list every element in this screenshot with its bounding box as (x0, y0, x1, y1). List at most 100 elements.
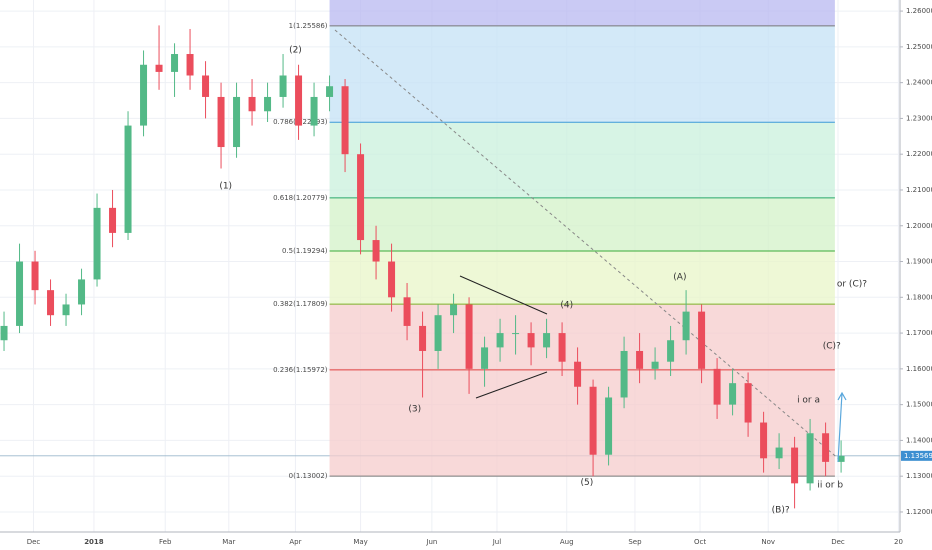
candle-body (140, 64, 148, 126)
candle-body (543, 333, 551, 348)
y-tick-label: 1.23000 (906, 114, 932, 122)
y-tick-label: 1.18000 (906, 293, 932, 301)
candle-body (667, 340, 675, 362)
y-tick-label: 1.24000 (906, 79, 932, 87)
last-price-tag (901, 450, 932, 461)
wave-label: (3) (408, 404, 421, 414)
y-tick-label: 1.16000 (906, 365, 932, 373)
candle-body (481, 347, 489, 369)
candle-body (202, 75, 210, 97)
wave-label: (5) (581, 478, 594, 488)
time-axis (0, 532, 932, 550)
candle-body (341, 86, 349, 155)
candle-body (620, 350, 628, 398)
x-tick-label: 2018 (84, 538, 104, 546)
projection-arrow (837, 391, 847, 463)
candle-body (47, 290, 55, 316)
candle-body (419, 325, 427, 351)
candle-body (791, 447, 799, 484)
y-tick-label: 1.22000 (906, 150, 932, 158)
fib-zone (329, 0, 835, 26)
fib-label: 0.5(1.19294) (282, 247, 328, 255)
candle-body (744, 383, 752, 423)
x-tick-label: Feb (159, 538, 172, 546)
candle-body (279, 75, 287, 97)
fib-label: 0.618(1.20779) (273, 194, 328, 202)
candle-body (109, 207, 117, 233)
y-tick-label: 1.26000 (906, 7, 932, 15)
fib-zone (329, 369, 835, 477)
candle-body (775, 447, 783, 459)
candle-body (295, 75, 303, 126)
x-tick-label: Jun (425, 538, 437, 546)
x-tick-label: May (353, 538, 367, 546)
candle-body (171, 54, 179, 72)
wave-label: (4) (560, 300, 573, 310)
candle-body (310, 96, 318, 126)
fib-label: 0.382(1.17809) (273, 300, 328, 308)
x-tick-label: Oct (694, 538, 706, 546)
wave-label: (1) (219, 182, 232, 192)
x-tick-label: Dec (27, 538, 41, 546)
x-tick-label: Mar (222, 538, 235, 546)
candle-body (93, 207, 101, 280)
x-tick-label: Apr (289, 538, 301, 546)
last-price-label: 1.13569 (904, 452, 932, 460)
x-tick-label: Jul (492, 538, 502, 546)
candle-body (31, 261, 39, 291)
fib-label: 0(1.13002) (289, 472, 328, 480)
candle-body (527, 333, 535, 348)
y-tick-label: 1.20000 (906, 222, 932, 230)
wave-label: or (C)? (837, 280, 867, 290)
candle-body (636, 350, 644, 369)
fib-layer: 1(1.25586)0.786(1.22893)0.618(1.20779)0.… (273, 0, 835, 480)
y-tick-label: 1.12000 (906, 508, 932, 516)
x-tick-label: 20 (894, 538, 903, 546)
candle-body (434, 315, 442, 351)
candle-body (605, 397, 613, 455)
candle-body (450, 304, 458, 316)
candle-body (806, 433, 814, 484)
fib-zone (329, 122, 835, 198)
wave-label: (B)? (772, 505, 790, 515)
y-tick-label: 1.14000 (906, 436, 932, 444)
candle-body (822, 433, 830, 462)
candle-body (264, 96, 272, 112)
wave-label: (2) (289, 46, 302, 56)
candle-body (837, 455, 845, 462)
fib-zone (329, 251, 835, 305)
candle-body (496, 333, 504, 348)
annotations: (2) (1) (3) (4) (5) (A) (B)? (C)? or (C)? i or a i… (219, 46, 867, 516)
x-tick-label: Nov (761, 538, 775, 546)
candle-body (16, 261, 24, 326)
candle-body (465, 304, 473, 369)
trend-line (334, 29, 841, 461)
fib-label: 1(1.25586) (289, 22, 328, 30)
candle-body (326, 86, 334, 97)
fib-zone (329, 197, 835, 252)
triangle-line (459, 275, 548, 315)
y-tick-label: 1.15000 (906, 401, 932, 409)
y-tick-label: 1.21000 (906, 186, 932, 194)
candle-body (403, 297, 411, 326)
y-tick-label: 1.17000 (906, 329, 932, 337)
candle-body (357, 154, 365, 241)
y-tick-label: 1.19000 (906, 258, 932, 266)
candle-body (589, 386, 597, 455)
candle-body (698, 311, 706, 369)
triangle-line (475, 371, 548, 399)
x-tick-label: Sep (628, 538, 642, 546)
x-tick-label: Aug (560, 538, 574, 546)
y-tick-label: 1.13000 (906, 472, 932, 480)
y-tick-label: 1.25000 (906, 43, 932, 51)
x-tick-label: Dec (831, 538, 845, 546)
candle-body (574, 361, 582, 387)
candle-body (233, 96, 241, 148)
candle-body (651, 361, 659, 369)
candle-body (0, 325, 8, 341)
candle-body (713, 368, 721, 405)
fib-zone (329, 304, 835, 370)
candle-body (729, 383, 737, 405)
candle-body (62, 304, 70, 316)
